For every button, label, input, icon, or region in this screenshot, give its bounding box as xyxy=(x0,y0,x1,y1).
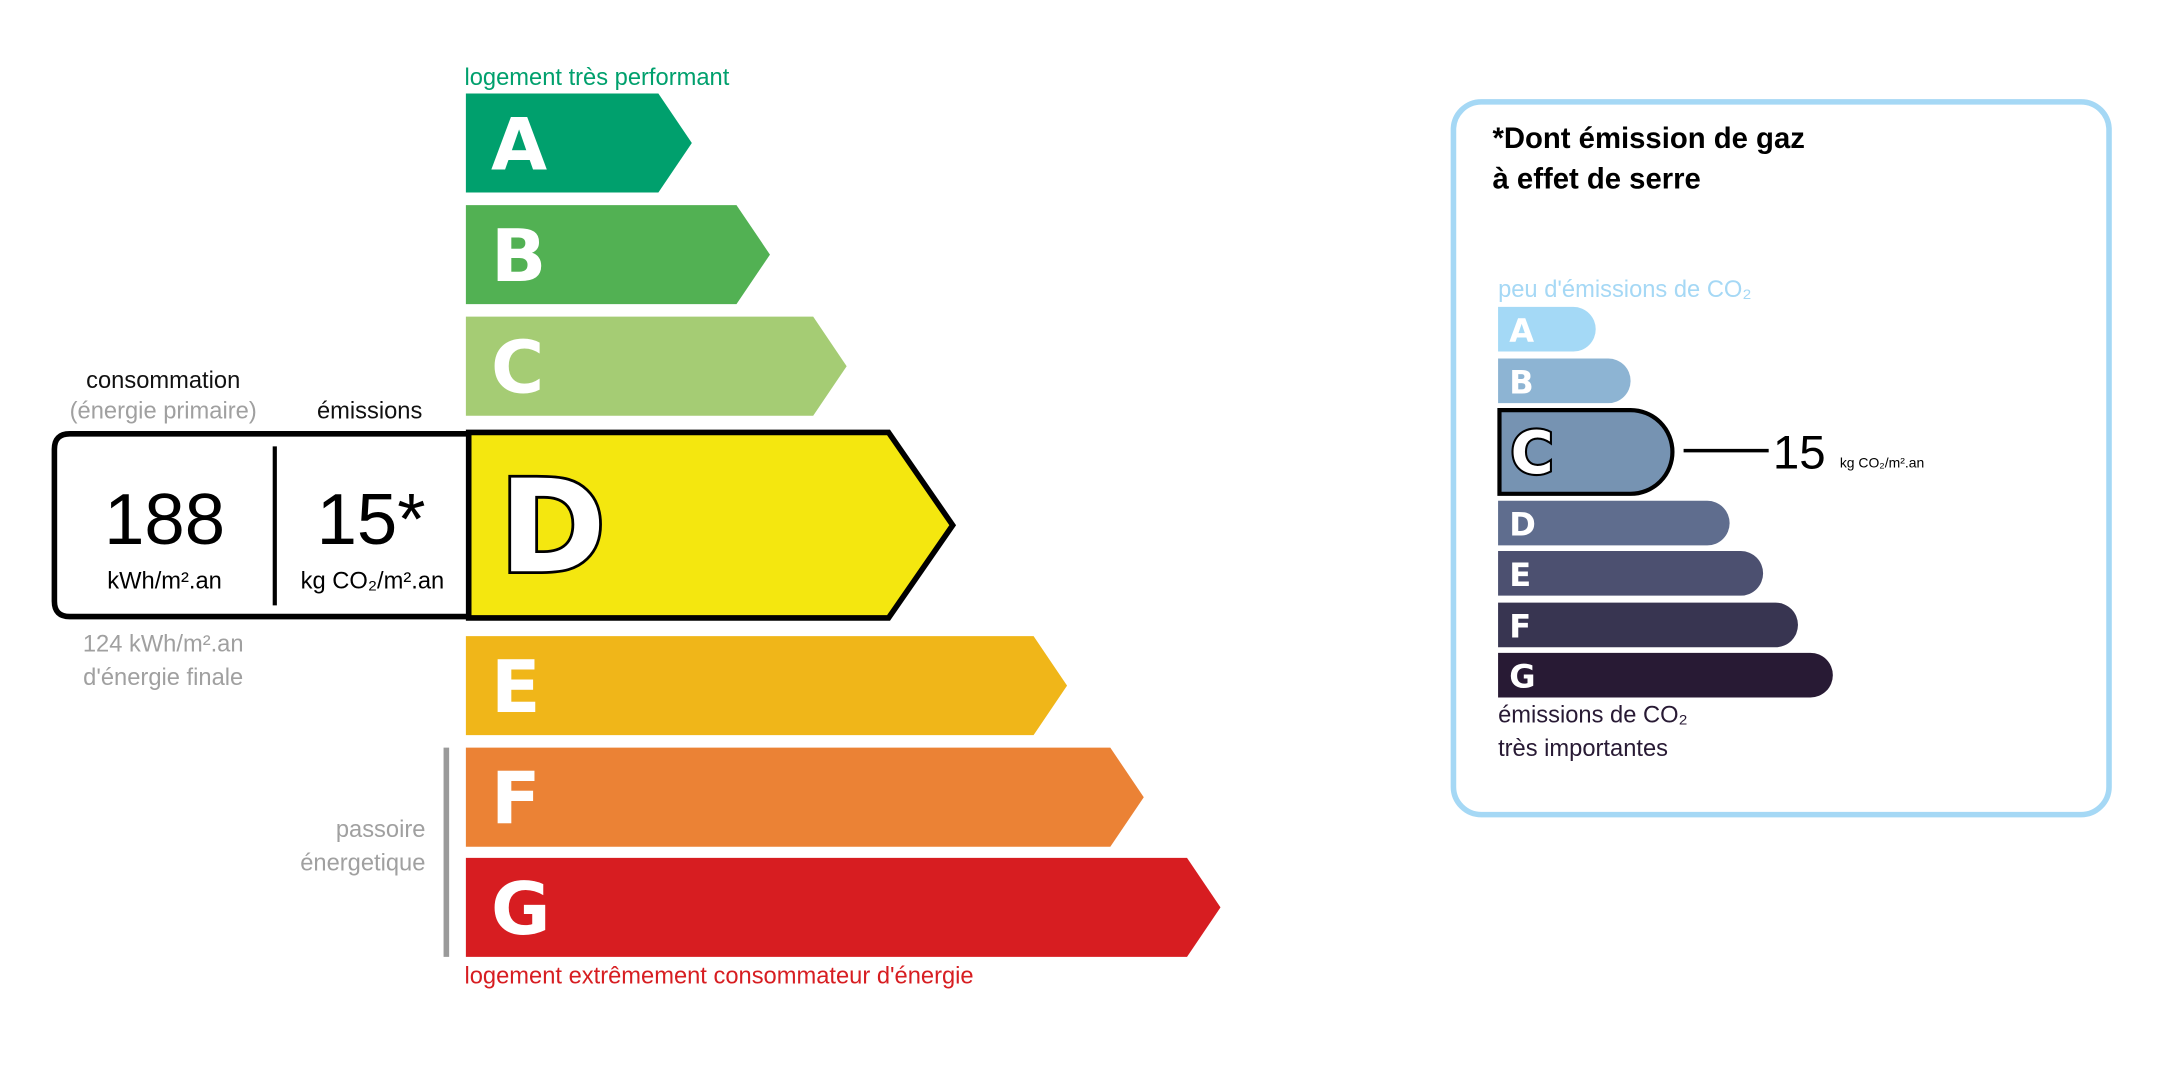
final-energy-label: d'énergie finale xyxy=(83,665,243,691)
ghg-class-letter: A xyxy=(1509,312,1534,350)
passoire-label-line1: passoire xyxy=(336,817,426,843)
energy-class-b: B xyxy=(465,205,770,305)
consumption-unit: kWh/m².an xyxy=(107,569,222,595)
final-energy-value: 124 kWh/m².an xyxy=(83,631,244,657)
ghg-title-line2: à effet de serre xyxy=(1492,162,1700,195)
energy-arrow xyxy=(465,636,1068,736)
energy-class-e: E xyxy=(465,636,1068,736)
energy-class-g: G xyxy=(465,857,1221,957)
consumption-header: consommation xyxy=(86,368,240,394)
ghg-class-g: G xyxy=(1498,652,1833,698)
consumption-value: 188 xyxy=(104,479,225,560)
energy-arrow xyxy=(465,747,1144,847)
ghg-value: 15 xyxy=(1773,427,1826,480)
ghg-class-letter: B xyxy=(1509,363,1533,401)
energy-class-letter: C xyxy=(491,327,544,411)
ghg-class-letter: C xyxy=(1511,419,1554,487)
ghg-class-e: E xyxy=(1498,551,1764,596)
current-value-box xyxy=(51,431,472,620)
energy-class-letter: F xyxy=(491,758,541,842)
energy-class-letter: A xyxy=(491,104,547,188)
consumption-subheader: (énergie primaire) xyxy=(70,398,257,424)
ghg-class-letter: G xyxy=(1509,658,1535,696)
ghg-class-c: C xyxy=(1497,408,1675,496)
energy-arrow xyxy=(465,205,770,305)
ghg-bar xyxy=(1498,652,1833,698)
emissions-header: émissions xyxy=(317,398,422,424)
emissions-unit: kg CO₂/m².an xyxy=(301,569,445,595)
ghg-title-line1: *Dont émission de gaz xyxy=(1492,122,1804,155)
ghg-bar xyxy=(1497,408,1675,496)
ghg-bar xyxy=(1498,358,1631,404)
energy-arrow xyxy=(465,857,1221,957)
ghg-unit: kg CO₂/m².an xyxy=(1840,454,1924,470)
ghg-bar xyxy=(1498,602,1798,648)
ghg-bottom-label-line2: très importantes xyxy=(1498,736,1668,762)
ghg-class-f: F xyxy=(1498,602,1798,648)
passoire-label-line2: énergetique xyxy=(300,850,425,876)
energy-class-a: A xyxy=(465,93,692,193)
energy-class-f: F xyxy=(465,747,1144,847)
energy-class-c: C xyxy=(465,316,847,416)
ghg-class-d: D xyxy=(1498,500,1730,546)
ghg-bar xyxy=(1498,500,1730,546)
ghg-class-letter: E xyxy=(1509,556,1531,594)
ghg-class-b: B xyxy=(1498,358,1631,404)
ghg-bar xyxy=(1498,551,1764,596)
energy-arrow xyxy=(465,93,692,193)
energy-bottom-label: logement extrêmement consommateur d'éner… xyxy=(464,963,973,989)
ghg-class-letter: F xyxy=(1509,607,1531,645)
energy-arrow xyxy=(465,316,847,416)
energy-class-letter: E xyxy=(491,646,541,730)
ghg-bottom-label-line1: émissions de CO₂ xyxy=(1498,703,1688,729)
energy-class-letter: B xyxy=(491,215,546,299)
energy-class-letter: G xyxy=(491,868,551,952)
energy-class-d: D xyxy=(465,429,957,621)
ghg-class-letter: D xyxy=(1509,506,1536,544)
energy-top-label: logement très performant xyxy=(464,65,729,91)
ghg-top-label: peu d'émissions de CO₂ xyxy=(1498,277,1752,303)
ghg-bar xyxy=(1498,306,1596,352)
energy-class-letter: D xyxy=(499,453,606,602)
emissions-value: 15* xyxy=(317,479,426,560)
ghg-class-a: A xyxy=(1498,306,1596,352)
